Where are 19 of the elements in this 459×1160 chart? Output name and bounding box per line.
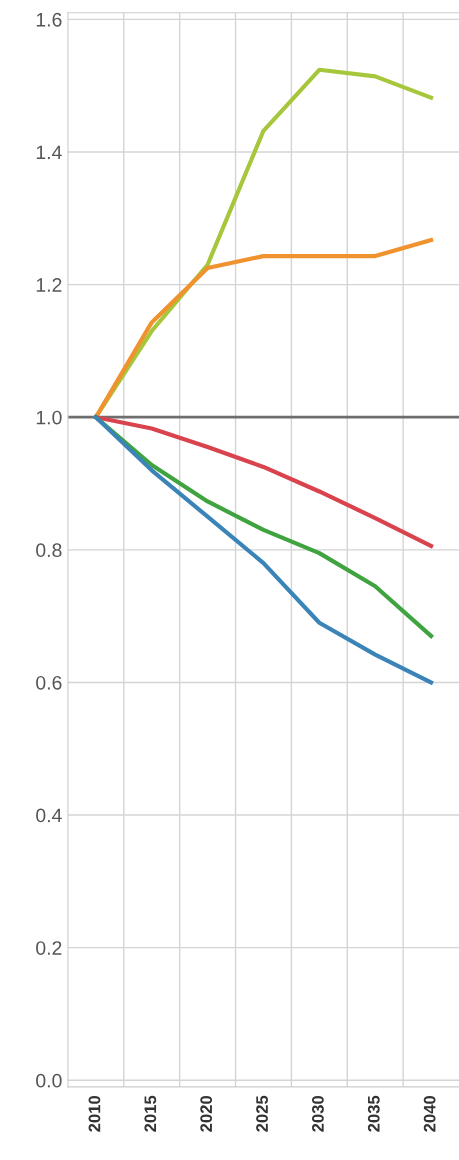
line-series bbox=[93, 415, 434, 639]
y-tick-label: 1.2 bbox=[36, 278, 62, 292]
y-tick-label: 0.8 bbox=[36, 543, 62, 558]
y-tick-label: 1.4 bbox=[36, 145, 62, 160]
line-series bbox=[93, 415, 434, 685]
x-tick-label: 2015 bbox=[144, 1095, 157, 1132]
x-tick-label: 2035 bbox=[367, 1095, 380, 1132]
y-tick-label: 1.6 bbox=[36, 12, 62, 27]
x-tick-label: 2040 bbox=[423, 1095, 436, 1132]
y-tick-label: 0.2 bbox=[36, 941, 62, 955]
x-tick-label: 2025 bbox=[256, 1095, 268, 1132]
y-tick-label: 0.6 bbox=[36, 675, 62, 690]
x-tick-label: 2010 bbox=[88, 1095, 101, 1132]
x-tick-label: 2030 bbox=[312, 1095, 324, 1132]
line-series bbox=[93, 415, 434, 548]
y-tick-label: 1.0 bbox=[36, 410, 62, 425]
y-tick-label: 0.4 bbox=[36, 808, 62, 823]
x-tick-label: 2020 bbox=[200, 1095, 213, 1132]
y-tick-label: 0.0 bbox=[36, 1073, 62, 1088]
